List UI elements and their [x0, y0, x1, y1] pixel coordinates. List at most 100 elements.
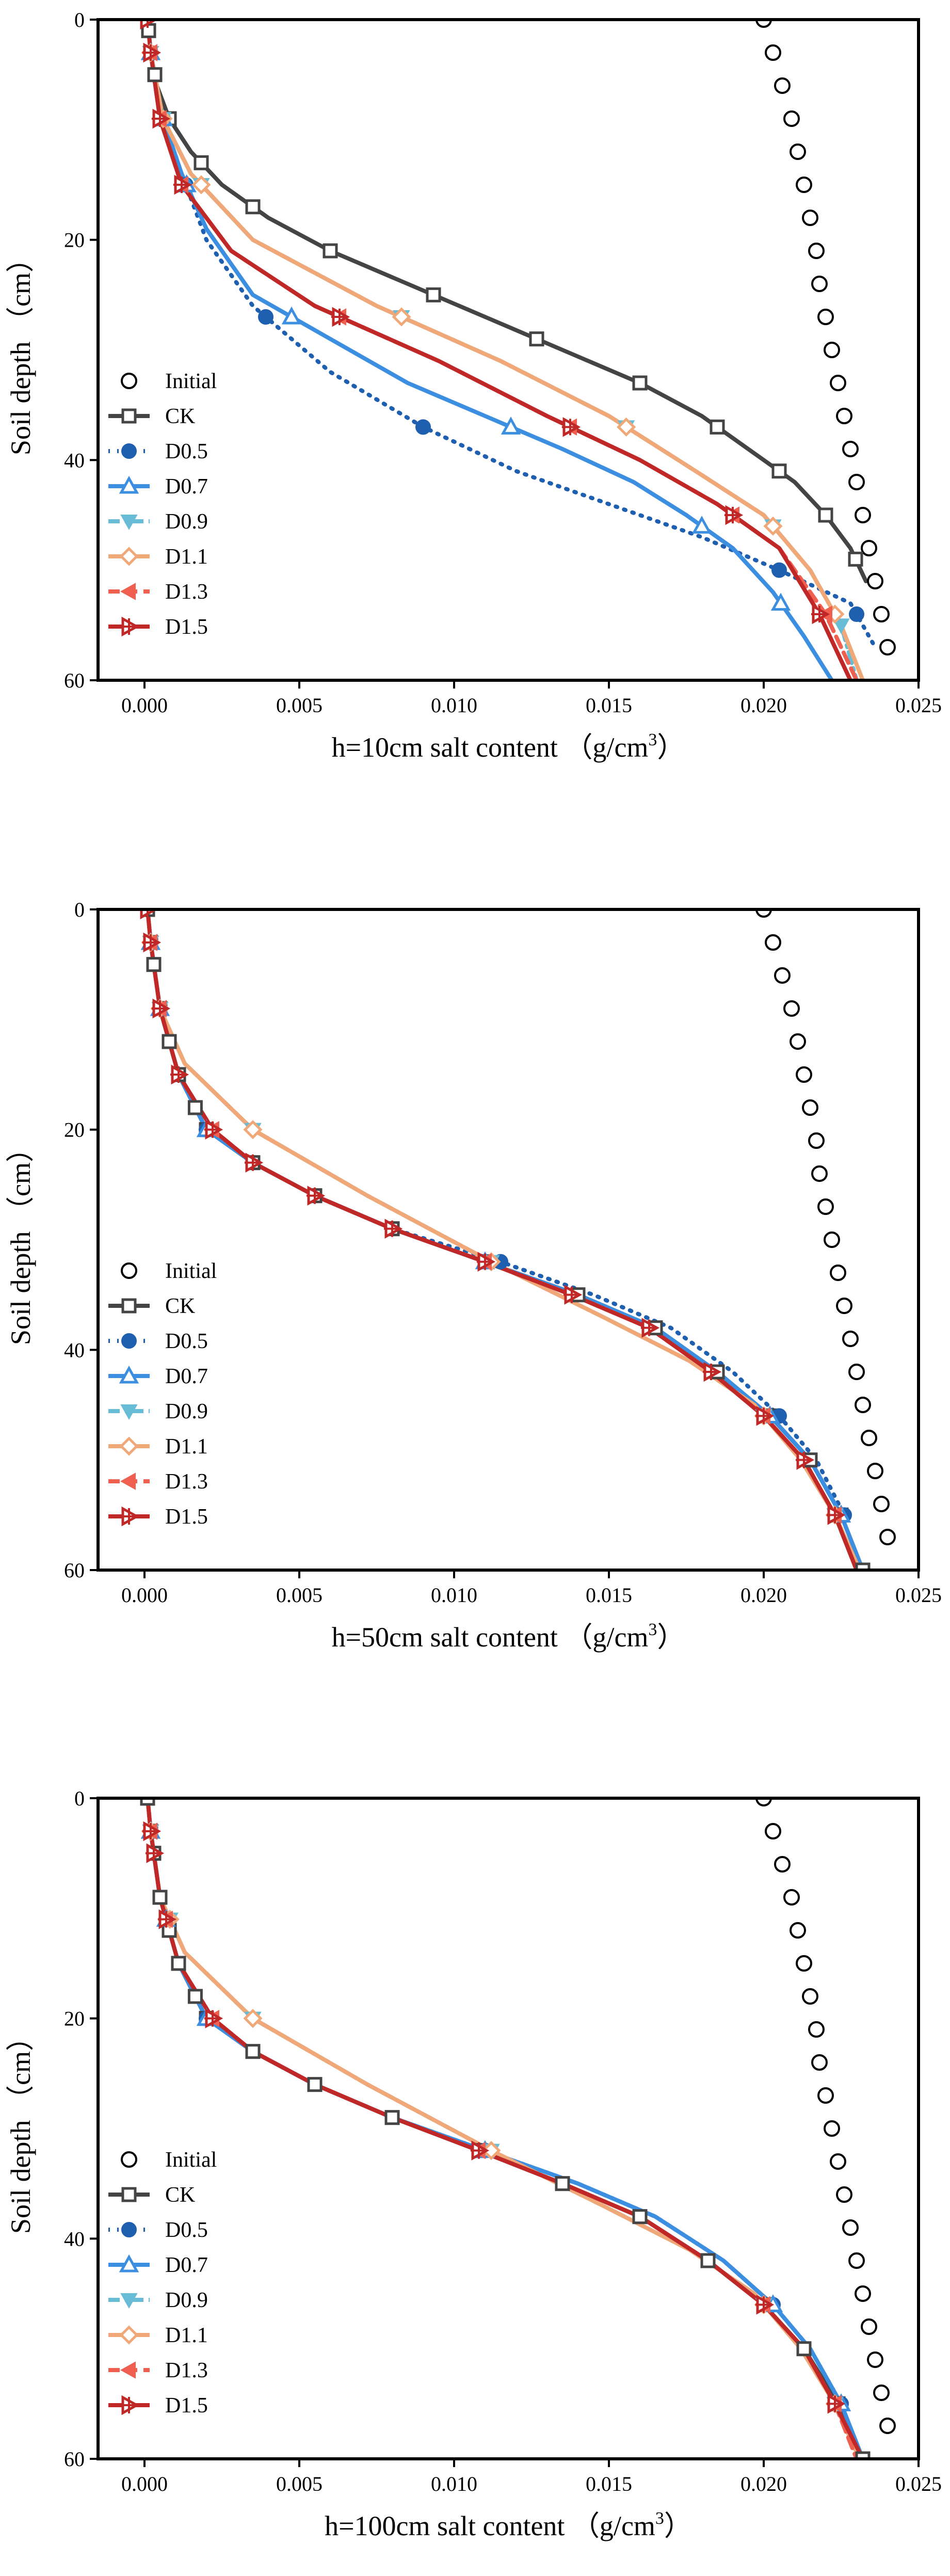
data-point — [765, 934, 781, 951]
data-point — [808, 2021, 825, 2038]
data-point — [562, 417, 581, 437]
data-point — [855, 1397, 871, 1413]
series-markers-ck — [141, 23, 863, 567]
data-point — [158, 1909, 177, 1929]
legend-item: D1.5 — [108, 2394, 208, 2418]
data-point — [832, 618, 850, 634]
data-point — [790, 1922, 806, 1939]
y-tick-label: 0 — [74, 8, 85, 31]
legend-item: D1.1 — [108, 2324, 208, 2347]
data-point — [245, 2044, 261, 2059]
x-tick-label: 0.005 — [276, 694, 323, 717]
series-markers-ck — [140, 909, 871, 1570]
data-point — [724, 505, 744, 525]
y-axis-label: Soil depth （cm） — [5, 245, 36, 455]
series-line-ck — [146, 1798, 865, 2459]
series-markers-d1-5 — [139, 909, 846, 1525]
series-line-ck — [146, 20, 868, 583]
legend-label: D1.5 — [165, 1505, 208, 1529]
y-tick-label: 40 — [64, 2227, 85, 2250]
series-line-d0-5 — [146, 1798, 843, 2406]
data-point — [755, 2295, 775, 2315]
x-tick-label: 0.025 — [895, 2472, 942, 2495]
legend: Initial CK D0.5 D0.7 D0.9 D1.1 D1.3 D1.5 — [108, 2148, 217, 2418]
series-markers-d1-5 — [142, 1821, 846, 2414]
data-point — [879, 1529, 896, 1545]
data-point — [617, 417, 636, 437]
legend-label: Initial — [165, 1259, 217, 1283]
legend-marker — [121, 408, 137, 424]
data-point — [774, 1856, 791, 1873]
legend-label: D0.5 — [165, 440, 208, 463]
legend-item: D1.5 — [108, 1505, 208, 1529]
data-point — [842, 441, 859, 457]
legend-item: D0.9 — [108, 1400, 208, 1423]
data-point — [703, 1362, 722, 1382]
data-point — [477, 1252, 496, 1272]
legend-label: D0.7 — [165, 475, 208, 499]
legend-label: D1.3 — [165, 2359, 208, 2382]
data-point — [555, 2176, 570, 2191]
legend-label: D0.9 — [165, 2289, 208, 2312]
x-tick-label: 0.005 — [276, 1583, 323, 1607]
series-markers-d1-3 — [141, 1822, 842, 2413]
data-point — [194, 155, 209, 170]
x-tick-label: 0.010 — [431, 694, 477, 717]
series-line-d1-1 — [146, 1798, 862, 2459]
series-line-d0-7 — [146, 909, 865, 1570]
legend-label: D1.1 — [165, 545, 208, 569]
chart-panel-2: 0.000 0.005 0.010 0.015 0.020 0.025 0 20 40 60 Soi… — [5, 898, 942, 1653]
x-tick-label: 0.020 — [740, 2472, 787, 2495]
data-point — [142, 42, 162, 63]
data-point — [774, 77, 791, 94]
legend-marker — [121, 1506, 140, 1527]
legend-label: D0.9 — [165, 510, 208, 534]
chart-panel-1: 0.000 0.005 0.010 0.015 0.020 0.025 0 20 40 60 Soi… — [5, 8, 942, 763]
legend-label: CK — [165, 2183, 195, 2207]
plot-area — [140, 1798, 896, 2459]
x-tick-label: 0.025 — [895, 1583, 942, 1607]
y-tick-label: 60 — [64, 669, 85, 692]
data-point — [783, 1889, 800, 1906]
data-point — [817, 2087, 834, 2104]
series-markers-d0-5 — [143, 1823, 849, 2412]
data-point — [811, 604, 830, 625]
legend-marker — [119, 1436, 139, 1456]
y-axis-label: Soil depth （cm） — [5, 1134, 36, 1345]
legend-marker — [119, 2254, 139, 2273]
y-axis-label: Soil depth （cm） — [5, 2023, 36, 2234]
data-point — [802, 1988, 818, 2005]
data-point — [842, 2219, 859, 2236]
series-markers-d1-5 — [139, 20, 830, 625]
legend-marker — [119, 547, 139, 566]
legend-label: D0.7 — [165, 2253, 208, 2277]
data-point — [848, 2252, 865, 2269]
data-point — [481, 2141, 501, 2161]
data-point — [147, 67, 163, 83]
data-point — [802, 1099, 818, 1116]
data-point — [258, 309, 273, 325]
data-point — [771, 463, 787, 479]
legend-marker — [120, 2361, 136, 2379]
data-point — [879, 639, 896, 655]
series-line-d1-1 — [146, 20, 865, 680]
data-point — [392, 307, 411, 327]
data-point — [204, 1119, 223, 1140]
legend-marker — [121, 1298, 137, 1314]
data-point — [152, 1890, 168, 1905]
plot-area — [139, 20, 896, 680]
series-markers-initial — [755, 909, 896, 1545]
data-point — [691, 516, 712, 534]
data-point — [632, 2209, 648, 2225]
data-point — [808, 1132, 825, 1149]
series-markers-initial — [755, 1798, 896, 2434]
x-tick-label: 0.015 — [586, 694, 632, 717]
data-point — [879, 2418, 896, 2434]
legend-marker — [121, 2151, 137, 2168]
legend-marker — [121, 2187, 137, 2202]
data-point — [783, 1000, 800, 1017]
data-point — [187, 1989, 203, 2004]
data-point — [142, 932, 162, 953]
legend-marker — [121, 2395, 140, 2415]
legend-marker — [120, 2293, 138, 2309]
